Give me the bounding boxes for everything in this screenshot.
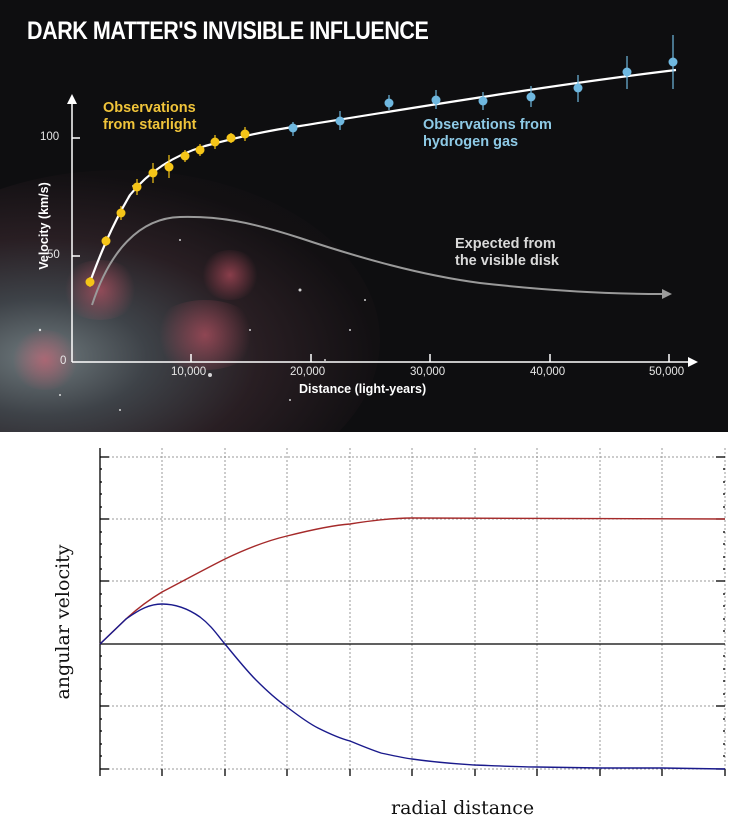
nebula-glow [150,300,260,370]
hydrogen-label-line2: hydrogen gas [423,134,519,150]
hydrogen-label-line1: Observations from [423,117,552,133]
top-chart-plot [38,35,698,411]
stars [38,185,366,411]
x-tick-30000: 30,000 [410,366,446,378]
starlight-label-line2: from starlight [103,117,197,133]
expected-label-line2: the visible disk [455,253,559,269]
nebula-glow [60,260,140,320]
starlight-points [85,129,250,287]
x-tick-20000: 20,000 [290,366,326,378]
hydrogen-points [288,57,678,133]
nebula-glow [10,330,80,390]
grid-lines [100,448,726,776]
y-tick-50: 50 [47,249,60,261]
y-tick-100: 100 [40,131,60,143]
bottom-axes [99,448,726,776]
expected-curve [91,215,663,306]
x-axis-title: Distance (light-years) [299,382,427,396]
bottom-x-axis-label: radial distance [391,797,535,819]
x-tick-50000: 50,000 [649,366,685,378]
expected-label-line1: Expected from [455,236,556,252]
x-tick-40000: 40,000 [530,366,566,378]
expected-arrow-icon [662,289,672,299]
red-curve [99,517,726,645]
axes [71,100,690,363]
chart-title: DARK MATTER'S INVISIBLE INFLUENCE [27,17,429,45]
bottom-y-axis-label: angular velocity [52,544,74,700]
x-tick-10000: 10,000 [171,366,207,378]
x-axis-arrow-icon [688,357,698,367]
starlight-label-line1: Observations [103,100,196,116]
dark-matter-chart: DARK MATTER'S INVISIBLE INFLUENCE Observ… [0,0,728,432]
expected-label: Expected from the visible disk [455,236,559,270]
y-axis-arrow-icon [67,94,77,104]
starlight-label: Observations from starlight [103,100,196,134]
hydrogen-label: Observations from hydrogen gas [423,117,552,151]
nebula-glow [200,250,260,300]
blue-curve [99,603,726,770]
y-tick-0: 0 [60,355,67,367]
